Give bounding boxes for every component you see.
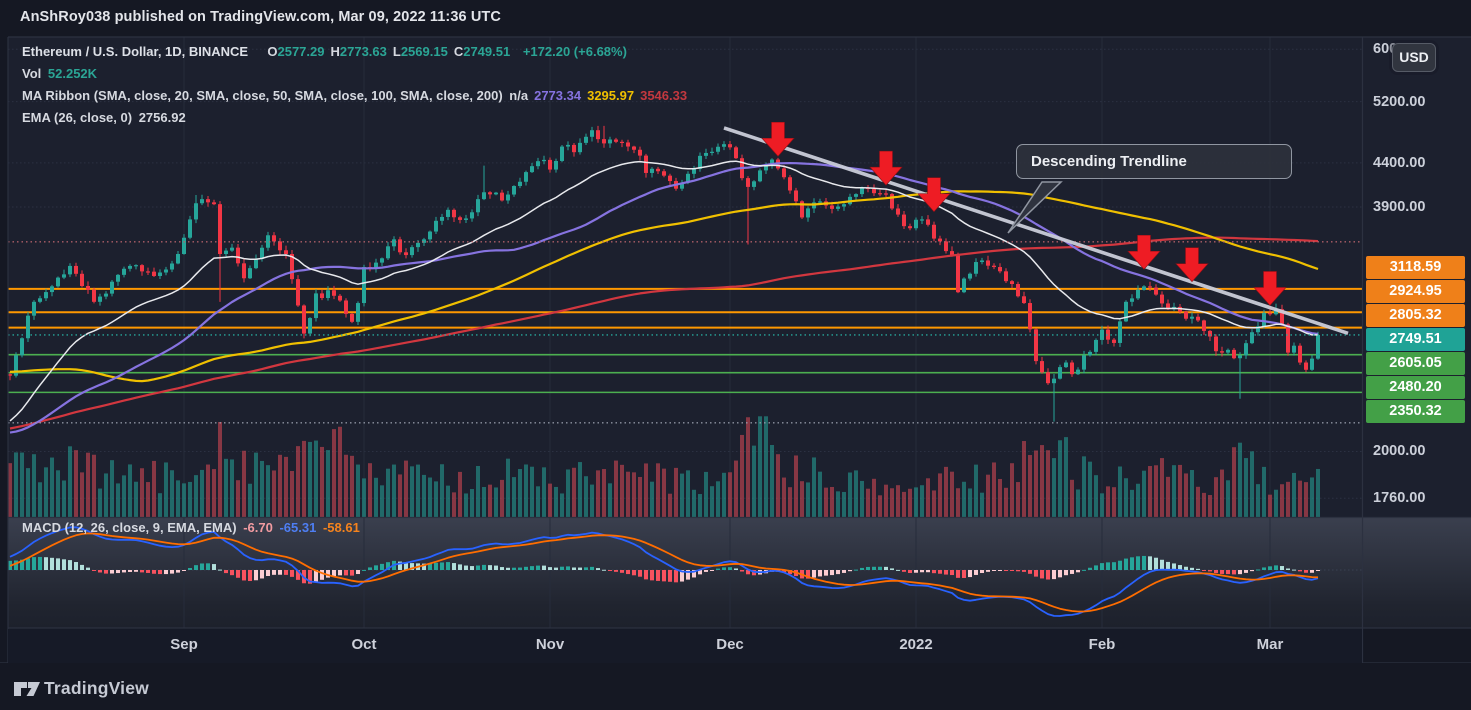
- ohlc-key: H: [330, 44, 340, 59]
- macd-label: MACD (12, 26, close, 9, EMA, EMA): [22, 520, 237, 535]
- ohlc-item: C2749.51: [454, 44, 513, 59]
- volume-value: 52.252K: [47, 66, 98, 81]
- ohlc-value: 2577.29: [277, 44, 325, 59]
- price-level-badge: 3118.59: [1366, 255, 1465, 279]
- time-axis-month-label: Mar: [1256, 636, 1284, 653]
- ma-ribbon-legend-row[interactable]: MA Ribbon (SMA, close, 20, SMA, close, 5…: [22, 88, 696, 103]
- macd-hist-value: -6.70: [243, 520, 273, 535]
- ohlc-value: 2749.51: [463, 44, 511, 59]
- currency-toggle-button[interactable]: USD: [1392, 43, 1436, 72]
- ma-ribbon-value: 2773.34: [534, 88, 582, 103]
- symbol-legend-row[interactable]: Ethereum / U.S. Dollar, 1D, BINANCE O257…: [22, 44, 630, 59]
- ma-ribbon-value: 3546.33: [640, 88, 688, 103]
- time-axis[interactable]: Sep Oct Nov Dec 2022 Feb Mar: [8, 628, 1363, 663]
- price-tick: 2000.00: [1373, 443, 1426, 460]
- time-axis-month-label: Feb: [1088, 636, 1116, 653]
- price-level-badge: 2805.32: [1366, 303, 1465, 327]
- price-tick: 1760.00: [1373, 490, 1426, 507]
- price-tick: 4400.00: [1373, 154, 1426, 171]
- price-level-badge: 2480.20: [1366, 375, 1465, 399]
- ema-label: EMA (26, close, 0): [22, 110, 133, 125]
- ema-legend-row[interactable]: EMA (26, close, 0) 2756.92: [22, 110, 189, 125]
- ohlc-item: L2569.15: [393, 44, 451, 59]
- price-level-badge: 2605.05: [1366, 351, 1465, 375]
- tradingview-logo-icon[interactable]: [14, 681, 42, 697]
- ma-ribbon-values: n/a 2773.34 3295.97 3546.33: [509, 88, 693, 103]
- change-value: +172.20 (+6.68%): [522, 44, 627, 59]
- price-level-badge: 2350.32: [1366, 399, 1465, 423]
- ohlc-item: O2577.29: [267, 44, 327, 59]
- ohlc-key: C: [453, 44, 464, 59]
- macd-legend-row[interactable]: MACD (12, 26, close, 9, EMA, EMA) -6.70 …: [22, 520, 363, 535]
- descending-trendline[interactable]: [723, 126, 1349, 336]
- ma-ribbon-value: n/a: [509, 88, 529, 103]
- pane-borders: [0, 36, 1471, 664]
- callout-tail[interactable]: [1007, 181, 1063, 234]
- price-level-badge: 2749.51: [1366, 327, 1465, 351]
- down-arrow-icon: [1175, 247, 1209, 283]
- ma-ribbon-value: 3295.97: [587, 88, 635, 103]
- volume-layer: [8, 416, 1320, 517]
- publish-attribution: AnShRoy038 published on TradingView.com,…: [20, 9, 501, 25]
- price-axis[interactable]: 0.00 6000.005200.004400.003900.002000.00…: [1363, 37, 1471, 663]
- macd-line-value: -65.31: [279, 520, 317, 535]
- volume-label: Vol: [22, 66, 42, 81]
- price-tick: 3900.00: [1373, 198, 1426, 215]
- footer-bar: TradingView: [0, 663, 1471, 710]
- down-arrow-icon: [917, 177, 951, 213]
- sell-arrows-layer[interactable]: [761, 121, 1287, 306]
- ohlc-key: O: [267, 44, 278, 59]
- time-axis-month-label: Oct: [351, 636, 377, 653]
- volume-legend-row[interactable]: Vol 52.252K: [22, 66, 100, 81]
- down-arrow-icon: [1253, 271, 1287, 306]
- down-arrow-icon: [761, 121, 795, 157]
- down-arrow-icon: [1127, 234, 1161, 270]
- ohlc-value: 2569.15: [400, 44, 448, 59]
- symbol-title[interactable]: Ethereum / U.S. Dollar, 1D, BINANCE: [22, 44, 249, 59]
- price-tick: 5200.00: [1373, 93, 1426, 110]
- ema-value: 2756.92: [138, 110, 186, 125]
- macd-pane[interactable]: [8, 526, 1362, 617]
- ohlc-value: 2773.63: [339, 44, 387, 59]
- indicator-price-lines: [8, 241, 1362, 424]
- time-axis-month-label: 2022: [899, 636, 933, 653]
- moving-averages-layer: [9, 160, 1319, 434]
- ohlc-values: O2577.29 H2773.63 L2569.15 C2749.51: [267, 44, 516, 59]
- time-axis-month-label: Sep: [170, 636, 198, 653]
- time-axis-month-label: Nov: [535, 636, 565, 653]
- tradingview-brand-link[interactable]: TradingView: [44, 678, 149, 698]
- down-arrow-icon: [869, 150, 903, 186]
- macd-signal-value: -58.61: [322, 520, 360, 535]
- descending-trendline-callout[interactable]: Descending Trendline: [1016, 144, 1292, 179]
- ohlc-item: H2773.63: [330, 44, 389, 59]
- price-level-badge: 2924.95: [1366, 279, 1465, 303]
- ohlc-key: L: [392, 44, 401, 59]
- time-axis-month-label: Dec: [716, 636, 744, 653]
- ma-ribbon-label: MA Ribbon (SMA, close, 20, SMA, close, 5…: [22, 88, 503, 103]
